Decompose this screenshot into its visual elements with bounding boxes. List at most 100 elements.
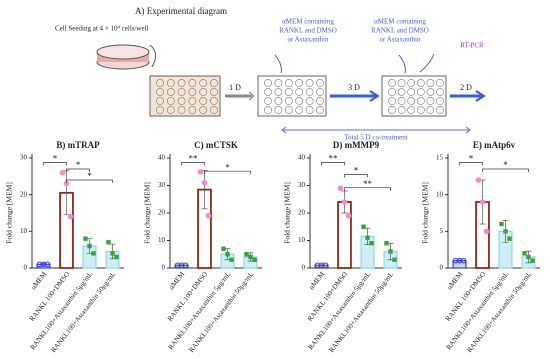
- x-tick-label: RANKL 100+DMSO: [28, 270, 71, 322]
- bracket: [204, 170, 251, 175]
- point: [526, 254, 531, 260]
- well: [388, 79, 396, 87]
- well: [188, 88, 197, 96]
- y-tick-label: 15: [436, 154, 444, 162]
- well: [156, 106, 164, 114]
- well: [166, 79, 175, 87]
- well: [426, 88, 435, 96]
- well: [436, 97, 444, 105]
- well: [188, 79, 197, 87]
- well: [316, 106, 324, 114]
- well: [295, 106, 304, 114]
- well: [316, 88, 324, 96]
- total-label: Total 5 D co-treatment: [344, 134, 408, 142]
- x-tick-label: αMEM: [445, 270, 464, 292]
- well: [264, 88, 272, 96]
- chart: E) mAtp6v Fold change [MEM] 0 5 10 15 αMEMRANK…: [421, 140, 540, 354]
- wells: [156, 79, 444, 114]
- well: [316, 97, 324, 105]
- point: [341, 199, 348, 205]
- point: [483, 228, 490, 235]
- point: [361, 224, 366, 229]
- y-tick-label: 0: [440, 264, 444, 272]
- well: [284, 97, 293, 105]
- well: [416, 106, 425, 114]
- chart: C) mCTSK Fold change [MEM] 0 10 20 30 40 αMEMRA…: [143, 140, 262, 354]
- point: [369, 241, 374, 246]
- point: [244, 252, 249, 257]
- significance-label: *: [87, 171, 92, 181]
- arrows: [225, 53, 486, 134]
- step-label: RANKL and DMSO: [279, 27, 337, 35]
- point: [221, 246, 226, 251]
- well: [177, 106, 186, 114]
- point: [248, 254, 253, 260]
- well: [416, 79, 425, 87]
- bracket: [321, 162, 345, 166]
- well: [199, 88, 208, 96]
- well: [177, 88, 186, 96]
- x-tick-label: RANKL 100+DMSO: [306, 270, 349, 322]
- y-tick-label: 20: [158, 209, 166, 217]
- well: [264, 106, 272, 114]
- well: [210, 79, 218, 87]
- well: [284, 106, 293, 114]
- point: [475, 177, 482, 183]
- point: [384, 241, 389, 246]
- chart: D) mMMP9 Fold change [MEM] 0 10 20 30 40 αMEMRA…: [283, 140, 402, 354]
- step-label: αMEM containing: [282, 18, 334, 26]
- well: [264, 97, 272, 105]
- chart-title: C) mCTSK: [194, 140, 238, 150]
- significance-label: **: [329, 153, 339, 163]
- point: [252, 257, 257, 262]
- well: [316, 79, 324, 87]
- step-label: αMEM containing: [374, 18, 426, 26]
- bracket: [344, 174, 368, 178]
- bracket: [482, 168, 529, 172]
- chart-title: D) mMMP9: [333, 140, 380, 150]
- y-tick-label: 10: [158, 236, 166, 244]
- point: [388, 249, 393, 254]
- bracket: [66, 179, 113, 183]
- y-tick-label: 0: [24, 264, 28, 272]
- day-label: 1 D: [229, 83, 241, 92]
- well: [436, 88, 444, 96]
- diagram-title: A) Experimental diagram: [135, 6, 227, 16]
- y-tick-label: 30: [298, 181, 306, 189]
- y-tick-label: 0: [302, 264, 306, 272]
- significance-label: *: [469, 153, 474, 163]
- well: [305, 106, 314, 114]
- significance-label: *: [354, 166, 359, 176]
- bracket: [459, 162, 483, 166]
- well: [156, 79, 164, 87]
- point: [67, 213, 74, 220]
- point: [83, 236, 88, 241]
- well: [284, 79, 293, 87]
- well: [397, 88, 406, 96]
- point: [530, 258, 535, 263]
- bracket: [344, 187, 391, 191]
- y-tick-label: 20: [20, 190, 28, 198]
- well: [166, 97, 175, 105]
- well: [426, 106, 435, 114]
- y-tick-label: 10: [436, 190, 444, 198]
- well: [274, 97, 283, 105]
- y-tick-label: 30: [20, 154, 28, 162]
- well: [199, 106, 208, 114]
- point: [456, 257, 463, 264]
- significance-label: *: [76, 160, 81, 170]
- well: [388, 106, 396, 114]
- point: [365, 235, 370, 240]
- point: [345, 212, 352, 219]
- well: [274, 106, 283, 114]
- point: [201, 179, 208, 186]
- well: [388, 88, 396, 96]
- well: [305, 97, 314, 105]
- point: [392, 257, 397, 262]
- well: [436, 106, 444, 114]
- chart-title: E) mAtp6v: [473, 140, 516, 150]
- point: [503, 229, 508, 234]
- point: [174, 262, 181, 269]
- well: [397, 79, 406, 87]
